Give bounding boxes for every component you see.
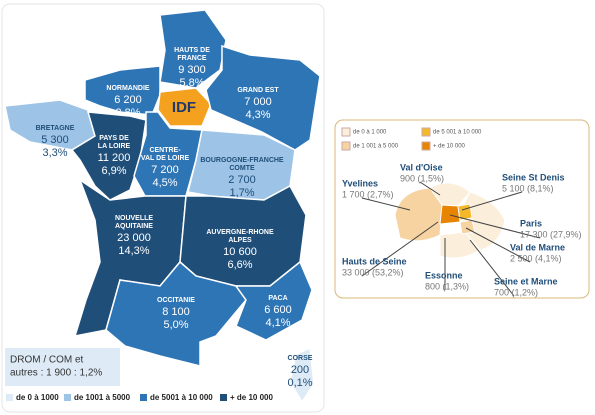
inset-arrow (361, 221, 439, 277)
legend-swatch (140, 394, 147, 401)
department-value: 700 (1,2%) (494, 287, 538, 297)
region-name: PAYS DE (99, 135, 129, 142)
region-name: FRANCE (177, 55, 206, 62)
department-value: 2 500 (4,1%) (510, 253, 562, 263)
region-value: 9 300 (178, 64, 206, 76)
region-value: 8 100 (162, 306, 190, 318)
region-name: BRETAGNE (36, 125, 75, 132)
legend-label: de 0 à 1000 (16, 393, 59, 402)
region-name: NOUVELLE (115, 215, 153, 222)
region-share: 4,3% (245, 109, 270, 121)
region-value: 5 300 (41, 134, 69, 146)
region-value: 2 700 (228, 174, 256, 186)
inset-arrow (465, 227, 531, 263)
region-value: 7 000 (244, 96, 272, 108)
legend-label: de 5001 à 10 000 (150, 393, 213, 402)
region (289, 346, 315, 404)
region-share: 1,7% (229, 187, 254, 199)
region-name: LA LOIRE (98, 143, 131, 150)
legend-swatch (64, 394, 71, 401)
department-name: Hauts de Seine (342, 256, 407, 266)
inset-legend-swatch (341, 141, 351, 151)
region-value: 7 200 (151, 164, 179, 176)
region-value: 10 600 (223, 246, 257, 258)
region-share: 14,3% (118, 245, 149, 257)
department-value: 5 100 (8,1%) (502, 183, 554, 193)
region-value: 200 (291, 364, 309, 376)
drom-box (5, 348, 120, 386)
region-value: 11 200 (98, 152, 131, 164)
drom-text: DROM / COM et (10, 355, 84, 366)
region-name: PACA (268, 295, 287, 302)
inset-arrow (469, 239, 515, 297)
department-name: Yvelines (342, 178, 378, 188)
inset-arrow (419, 181, 441, 196)
region-share: 6,6% (227, 259, 252, 271)
region (157, 87, 212, 127)
department-name: Val d'Oise (400, 162, 443, 172)
department-value: 800 (1,3%) (425, 281, 469, 291)
inset-arrow (461, 191, 523, 211)
region-value: 23 000 (117, 232, 151, 244)
legend-swatch (220, 394, 227, 401)
inset-legend-label: de 0 à 1 000 (353, 130, 387, 136)
region-name: NORMANDIE (106, 85, 149, 92)
region-value: 6 600 (264, 304, 292, 316)
inset-arrow (449, 214, 541, 239)
inset-legend-swatch (421, 141, 431, 151)
region-name: VAL DE LOIRE (141, 155, 190, 162)
region (234, 260, 313, 341)
region-name: CENTRE- (149, 147, 181, 154)
region-name: ALPES (228, 237, 252, 244)
region-share: 4,1% (265, 317, 290, 329)
department-name: Seine et Marne (494, 276, 558, 286)
department-name: Paris (520, 218, 542, 228)
department-value: 900 (1,5%) (400, 173, 444, 183)
inset-legend-swatch (341, 127, 351, 137)
department-value: 33 000 (53,2%) (342, 267, 404, 277)
region-value: 6 200 (114, 94, 142, 106)
inset-legend-label: de 1 001 à 5 000 (353, 144, 399, 150)
region-name: COMTE (229, 165, 255, 172)
inset-area (439, 204, 461, 225)
region-share: 3,3% (42, 147, 67, 159)
inset-legend-label: de 5 001 à 10 000 (433, 130, 482, 136)
region-share: 6,9% (101, 165, 126, 177)
region-share: 4,5% (152, 177, 177, 189)
region (159, 9, 227, 89)
legend-swatch (6, 394, 13, 401)
inset-area (439, 231, 481, 259)
inset-arrow (361, 197, 411, 211)
drom-text: autres : 1 900 : 1,2% (10, 368, 102, 379)
region-name: OCCITANIE (157, 297, 195, 304)
region-name: BOURGOGNE-FRANCHE (200, 157, 284, 164)
department-name: Essonne (425, 270, 463, 280)
legend-label: + de 10 000 (230, 393, 273, 402)
region-name: AQUITAINE (115, 223, 153, 230)
region-name: HAUTS DE (174, 47, 210, 54)
region-name: IDF (172, 99, 196, 116)
legend-label: de 1001 à 5000 (74, 393, 131, 402)
region-name: CORSE (288, 355, 313, 362)
region-name: AUVERGNE-RHONE (206, 229, 274, 236)
inset-area (429, 182, 471, 207)
department-name: Seine St Denis (502, 172, 565, 182)
region-share: 5,8% (179, 77, 204, 89)
region-share: 5,0% (163, 319, 188, 331)
inset-legend-swatch (421, 127, 431, 137)
inset-legend-label: + de 10 000 (433, 144, 466, 150)
region-share: 0,1% (287, 377, 312, 389)
region-name: GRAND EST (237, 87, 279, 94)
department-value: 17 300 (27,9%) (520, 229, 582, 239)
department-name: Val de Marne (510, 242, 565, 252)
department-value: 1 700 (2,7%) (342, 189, 394, 199)
